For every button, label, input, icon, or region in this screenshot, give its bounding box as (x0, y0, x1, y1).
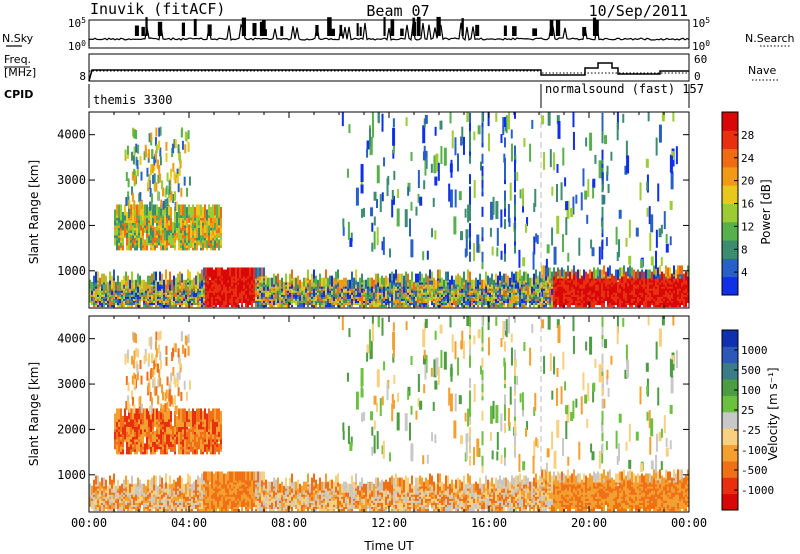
y-tick-label: 3000 (57, 377, 86, 391)
x-tick-label: 16:00 (471, 516, 507, 530)
y-tick-label: 2000 (57, 218, 86, 232)
y-tick-label: 1000 (57, 468, 86, 482)
power-axis: 1000 2000 3000 4000 (57, 112, 690, 308)
colorbar-segment (722, 203, 738, 223)
velocity-heatmap-cells (89, 316, 689, 512)
freq-value-tick: 8 (79, 70, 86, 83)
colorbar-segment (722, 428, 738, 446)
power-panel: 1000 2000 3000 4000 (57, 111, 690, 309)
colorbar-segment (722, 258, 738, 278)
colorbar-segment (722, 112, 738, 131)
power-ylabel: Slant Range [km] (27, 160, 41, 264)
y-tick-label: 3000 (57, 173, 86, 187)
beam-title: Beam 07 (366, 2, 429, 20)
y-tick-label: 4000 (57, 128, 86, 142)
colorbar-tick-label: 16 (741, 198, 754, 211)
nave-label: Nave (748, 64, 776, 77)
colorbar-segment (722, 166, 738, 186)
colorbar-segment (722, 411, 738, 429)
colorbar-tick-label: 24 (741, 152, 755, 165)
colorbar-segment (722, 493, 738, 511)
x-tick-label: 12:00 (371, 516, 407, 530)
cpid-label: CPID (4, 88, 33, 101)
freq-strip (88, 53, 690, 82)
velocity-ylabel: Slant Range [km] (27, 362, 41, 466)
nsky-strip (88, 16, 690, 49)
nsky-label: N.Sky (2, 32, 34, 45)
x-tick-label: 00:00 (671, 516, 707, 530)
colorbar-tick-label: 100 (741, 384, 761, 397)
colorbar-segment (722, 362, 738, 380)
colorbar-segment (722, 477, 738, 495)
colorbar-segment (722, 460, 738, 478)
colorbar-tick-label: 25 (741, 404, 754, 417)
colorbar-tick-label: 4 (741, 266, 748, 279)
nave-top-tick: 60 (694, 53, 707, 66)
nsky-trace (88, 16, 690, 46)
colorbar-segment (722, 444, 738, 462)
colorbar-tick-label: -25 (741, 424, 761, 437)
nsky-bottom-tick: 100 (68, 39, 86, 54)
x-tick-label: 00:00 (71, 516, 107, 530)
colorbar-tick-label: -100 (741, 444, 768, 457)
colorbar-segment (722, 379, 738, 396)
date-title: 10/Sep/2011 (589, 2, 688, 20)
colorbar-segment (722, 185, 738, 204)
colorbar-tick-label: 500 (741, 364, 761, 377)
colorbar-tick-label: 20 (741, 175, 754, 188)
nave-bottom-tick: 0 (694, 70, 701, 83)
colorbar-segment (722, 130, 738, 150)
colorbar-segment (722, 276, 738, 296)
colorbar-segment (722, 346, 738, 364)
nsearch-label: N.Search (745, 32, 795, 45)
velocity-panel: 1000 2000 3000 4000 (57, 315, 690, 513)
y-tick-label: 1000 (57, 264, 86, 278)
colorbar-segment (722, 240, 738, 259)
freq-trace (88, 62, 689, 82)
colorbar-tick-label: -500 (741, 464, 768, 477)
colorbar-segment (722, 148, 738, 168)
freq-label-1: Freq. (4, 53, 31, 66)
colorbar-tick-label: 1000 (741, 344, 768, 357)
velocity-axis: 1000 2000 3000 4000 (57, 316, 690, 512)
x-tick-labels: 00:00 04:00 08:00 12:00 16:00 20:00 00:00 (71, 516, 707, 530)
velocity-colorbar: -1000 -500 -100 -25 25 100 500 1000 (721, 329, 774, 511)
colorbar-tick-label: 28 (741, 129, 754, 142)
x-tick-label: 04:00 (171, 516, 207, 530)
power-colorbar: 4 8 12 16 20 24 28 (721, 111, 755, 296)
colorbar-segment (722, 330, 738, 347)
colorbar-tick-label: -1000 (741, 484, 774, 497)
nsearch-bottom-tick: 100 (692, 39, 710, 54)
colorbar-segment (722, 395, 738, 413)
colorbar-tick-label: 12 (741, 220, 754, 233)
station-title: Inuvik (fitACF) (90, 0, 225, 18)
x-tick-label: 20:00 (571, 516, 607, 530)
y-tick-label: 2000 (57, 422, 86, 436)
nsky-top-tick: 105 (68, 16, 86, 31)
x-tick-label: 08:00 (271, 516, 307, 530)
nsearch-top-tick: 105 (692, 16, 710, 31)
cpid-strip (88, 84, 690, 108)
freq-label-2: [MHz] (4, 66, 36, 79)
colorbar-tick-label: 8 (741, 243, 748, 256)
power-colorbar-label: Power [dB] (759, 179, 773, 244)
power-heatmap-cells (89, 112, 689, 308)
y-tick-label: 4000 (57, 332, 86, 346)
velocity-colorbar-label: Velocity [m s⁻¹] (766, 367, 780, 460)
xlabel: Time UT (363, 539, 414, 553)
cpid-themis: themis 3300 (93, 93, 172, 107)
colorbar-segment (722, 221, 738, 241)
cpid-normalsound: normalsound (fast) 157 (545, 82, 704, 96)
